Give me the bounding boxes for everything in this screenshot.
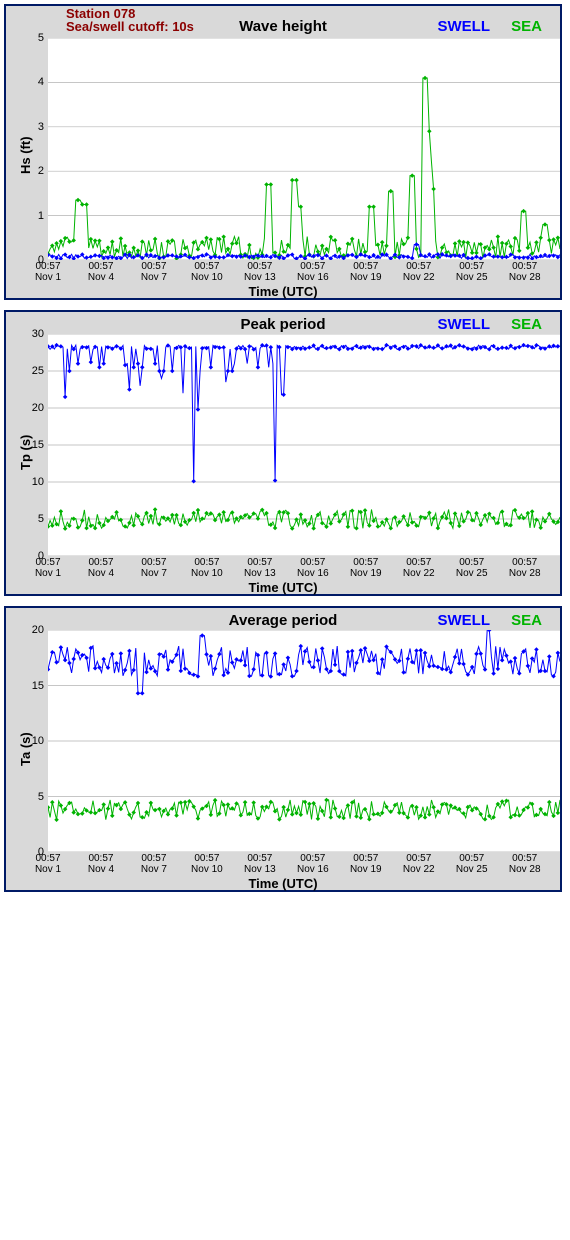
x-tick: 00:57Nov 13 [244, 854, 276, 875]
x-tick: 00:57Nov 7 [141, 854, 167, 875]
x-tick: 00:57Nov 22 [403, 262, 435, 283]
y-tick: 30 [16, 328, 44, 340]
x-tick: 00:57Nov 19 [350, 854, 382, 875]
x-tick: 00:57Nov 28 [509, 854, 541, 875]
x-tick: 00:57Nov 7 [141, 558, 167, 579]
x-tick: 00:57Nov 1 [35, 262, 61, 283]
x-tick: 00:57Nov 10 [191, 558, 223, 579]
legend-swell: SWELL [438, 18, 491, 35]
x-tick: 00:57Nov 1 [35, 854, 61, 875]
plot-wrap: Hs (ft)01234500:57Nov 100:57Nov 400:57No… [6, 38, 560, 302]
chart-panel-hs: Station 078Sea/swell cutoff: 10sWave hei… [4, 4, 562, 300]
x-tick: 00:57Nov 16 [297, 854, 329, 875]
chart-svg [48, 38, 560, 260]
x-tick: 00:57Nov 10 [191, 854, 223, 875]
plot-wrap: Ta (s)0510152000:57Nov 100:57Nov 400:57N… [6, 630, 560, 894]
x-tick: 00:57Nov 1 [35, 558, 61, 579]
legend-swell: SWELL [438, 316, 491, 333]
y-tick: 5 [16, 791, 44, 803]
y-tick: 1 [16, 210, 44, 222]
plot-area [48, 630, 560, 852]
x-tick: 00:57Nov 16 [297, 558, 329, 579]
y-tick: 15 [16, 680, 44, 692]
legend-sea: SEA [511, 18, 542, 35]
legend-swell: SWELL [438, 612, 491, 629]
x-tick: 00:57Nov 25 [456, 262, 488, 283]
chart-panel-ta: Average periodSWELLSEATa (s)0510152000:5… [4, 606, 562, 892]
x-tick: 00:57Nov 4 [88, 262, 114, 283]
panel-header: Peak periodSWELLSEA [6, 312, 560, 334]
x-tick: 00:57Nov 25 [456, 854, 488, 875]
x-tick: 00:57Nov 28 [509, 558, 541, 579]
panel-header: Average periodSWELLSEA [6, 608, 560, 630]
y-tick: 15 [16, 439, 44, 451]
x-axis-label: Time (UTC) [6, 284, 560, 299]
chart-svg [48, 630, 560, 852]
y-tick: 3 [16, 121, 44, 133]
chart-svg [48, 334, 560, 556]
y-tick: 5 [16, 32, 44, 44]
x-tick: 00:57Nov 22 [403, 558, 435, 579]
x-tick: 00:57Nov 22 [403, 854, 435, 875]
x-tick: 00:57Nov 16 [297, 262, 329, 283]
x-axis-label: Time (UTC) [6, 876, 560, 891]
x-tick: 00:57Nov 7 [141, 262, 167, 283]
x-tick: 00:57Nov 13 [244, 558, 276, 579]
y-tick: 2 [16, 165, 44, 177]
x-tick: 00:57Nov 4 [88, 854, 114, 875]
y-tick: 5 [16, 513, 44, 525]
y-tick: 10 [16, 476, 44, 488]
plot-area [48, 334, 560, 556]
x-tick: 00:57Nov 28 [509, 262, 541, 283]
legend-sea: SEA [511, 316, 542, 333]
x-tick: 00:57Nov 13 [244, 262, 276, 283]
y-tick: 20 [16, 402, 44, 414]
x-axis-label: Time (UTC) [6, 580, 560, 595]
x-tick: 00:57Nov 25 [456, 558, 488, 579]
legend-sea: SEA [511, 612, 542, 629]
plot-area [48, 38, 560, 260]
x-tick: 00:57Nov 4 [88, 558, 114, 579]
x-tick: 00:57Nov 19 [350, 558, 382, 579]
plot-wrap: Tp (s)05101520253000:57Nov 100:57Nov 400… [6, 334, 560, 598]
x-tick: 00:57Nov 19 [350, 262, 382, 283]
x-tick: 00:57Nov 10 [191, 262, 223, 283]
y-tick: 20 [16, 624, 44, 636]
y-tick: 4 [16, 76, 44, 88]
y-tick: 25 [16, 365, 44, 377]
chart-panel-tp: Peak periodSWELLSEATp (s)05101520253000:… [4, 310, 562, 596]
y-tick: 10 [16, 735, 44, 747]
panel-header: Station 078Sea/swell cutoff: 10sWave hei… [6, 6, 560, 38]
